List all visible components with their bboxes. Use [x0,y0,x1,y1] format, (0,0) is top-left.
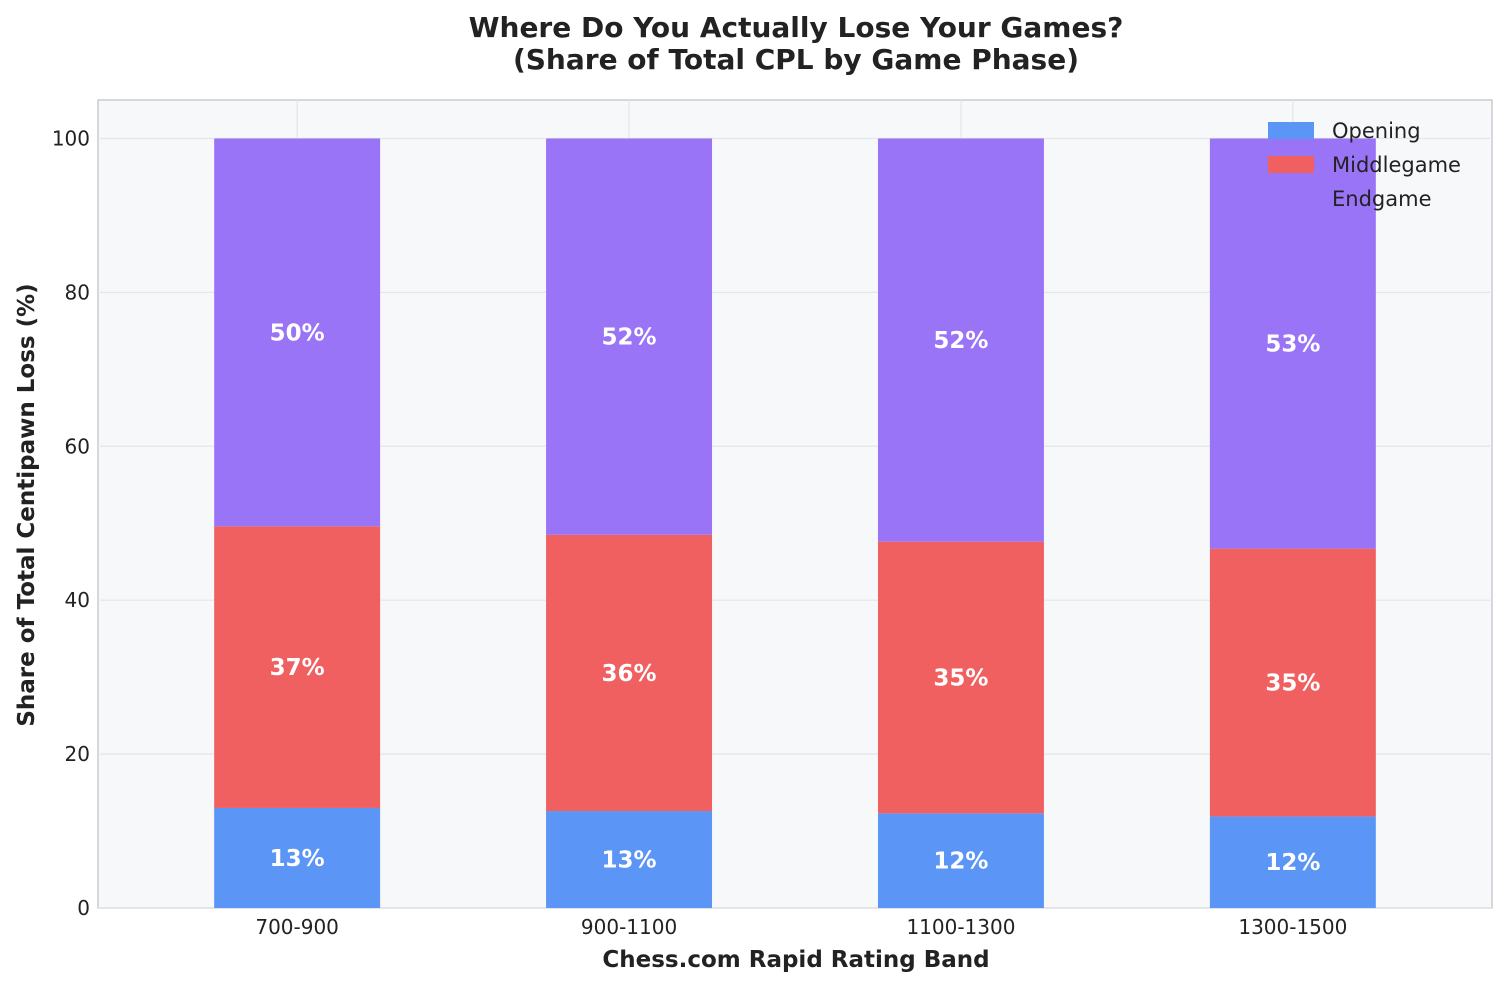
bar-opening [877,813,1044,908]
x-tick-label: 900-1100 [581,915,677,939]
bars-group [214,138,1376,908]
legend-swatch [1268,156,1314,173]
y-axis-label: Share of Total Centipawn Loss (%) [14,283,40,726]
data-label-middlegame: 35% [933,666,988,692]
bar-endgame [214,138,381,527]
y-ticks-group: 0 20 40 60 80 100 [52,126,90,920]
y-tick-label: 0 [77,896,90,920]
y-tick-label: 40 [65,588,90,612]
y-tick-label: 100 [52,126,90,150]
data-label-endgame: 52% [602,325,657,351]
legend-swatch [1268,190,1314,207]
bar-opening [214,807,381,908]
legend-label: Middlegame [1332,153,1461,177]
legend: Opening Middlegame Endgame [1268,119,1461,211]
data-label-middlegame: 36% [602,661,657,687]
data-label-opening: 12% [933,849,988,875]
data-label-middlegame: 37% [270,655,325,681]
x-tick-label: 1300-1500 [1238,915,1347,939]
bar-middlegame [546,534,713,812]
y-tick-label: 80 [65,280,90,304]
data-label-opening: 13% [270,846,325,872]
bar-opening [1209,816,1376,908]
data-labels-group: 13% 37% 50% 13% 36% 52% 12% 35% 52% 12% 35% 53% [270,320,1321,876]
bar-middlegame [877,541,1044,814]
data-label-middlegame: 35% [1265,671,1320,697]
x-axis-label: Chess.com Rapid Rating Band [602,947,989,973]
bar-endgame [877,138,1044,542]
bar-middlegame [214,526,381,808]
y-tick-label: 60 [65,434,90,458]
y-tick-label: 20 [65,742,90,766]
chart-subtitle: (Share of Total CPL by Game Phase) [513,43,1079,76]
data-label-opening: 13% [602,848,657,874]
data-label-endgame: 53% [1265,332,1320,358]
data-label-endgame: 52% [933,328,988,354]
x-tick-label: 700-900 [255,915,339,939]
legend-label: Endgame [1332,187,1431,211]
bar-middlegame [1209,548,1376,817]
legend-label: Opening [1332,119,1421,143]
x-tick-label: 1100-1300 [906,915,1015,939]
data-label-endgame: 50% [270,320,325,346]
bar-opening [546,811,713,908]
x-ticks-group: 700-900 900-1100 1100-1300 1300-1500 [255,915,1347,939]
legend-swatch [1268,122,1314,139]
chart-title: Where Do You Actually Lose Your Games? [469,11,1124,44]
bar-endgame [546,138,713,535]
data-label-opening: 12% [1265,850,1320,876]
